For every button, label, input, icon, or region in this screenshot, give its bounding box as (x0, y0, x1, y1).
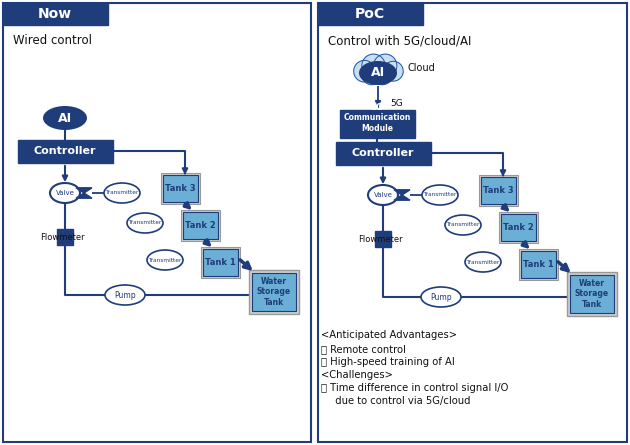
Bar (318, 3, 423, 25)
Text: Transmitter: Transmitter (446, 222, 479, 227)
Bar (521, 251, 556, 278)
Text: 5G: 5G (390, 98, 403, 108)
Bar (318, 3, 627, 442)
Text: <Challenges>: <Challenges> (321, 370, 393, 380)
Ellipse shape (359, 61, 397, 85)
Bar (479, 175, 518, 206)
Text: Valve: Valve (374, 192, 392, 198)
Bar (375, 231, 391, 247)
Ellipse shape (465, 252, 501, 272)
Bar (57, 229, 73, 245)
Text: Transmitter: Transmitter (423, 193, 457, 198)
Text: ・ Remote control: ・ Remote control (321, 344, 406, 354)
Text: Valve: Valve (55, 190, 74, 196)
Text: Flowmeter: Flowmeter (40, 232, 84, 242)
Ellipse shape (104, 183, 140, 203)
Bar (201, 247, 240, 278)
Text: ・ High-speed training of AI: ・ High-speed training of AI (321, 357, 455, 367)
Bar (161, 173, 200, 204)
Bar (18, 140, 113, 163)
Bar (340, 110, 415, 138)
Text: Pump: Pump (114, 291, 136, 299)
Bar (163, 175, 198, 202)
Text: AI: AI (58, 112, 72, 125)
Polygon shape (394, 190, 410, 195)
Ellipse shape (105, 285, 145, 305)
Polygon shape (394, 195, 410, 200)
Circle shape (362, 65, 382, 85)
Text: Tank 2: Tank 2 (503, 223, 534, 232)
Text: Tank 3: Tank 3 (483, 186, 514, 195)
Circle shape (353, 61, 375, 82)
Polygon shape (76, 188, 92, 193)
Bar (3, 3, 311, 442)
Bar (252, 273, 296, 311)
Bar (567, 272, 617, 316)
Bar (519, 249, 558, 280)
Text: Transmitter: Transmitter (148, 258, 181, 263)
Ellipse shape (368, 185, 398, 205)
Text: Water
Storage
Tank: Water Storage Tank (575, 279, 609, 309)
Text: Pump: Pump (430, 292, 452, 302)
Circle shape (362, 54, 385, 77)
Text: Wired control: Wired control (13, 34, 92, 47)
Text: Transmitter: Transmitter (105, 190, 139, 195)
Bar (181, 210, 220, 241)
Bar (336, 142, 431, 165)
Text: Water
Storage
Tank: Water Storage Tank (257, 277, 291, 307)
Text: due to control via 5G/cloud: due to control via 5G/cloud (329, 396, 471, 406)
Text: Tank 1: Tank 1 (523, 260, 554, 269)
Text: Now: Now (38, 7, 72, 21)
Bar (203, 249, 238, 276)
Text: 5G
Communication
Module: 5G Communication Module (343, 103, 411, 133)
Text: Cloud: Cloud (408, 63, 436, 73)
Ellipse shape (43, 106, 87, 130)
Circle shape (372, 65, 392, 85)
Ellipse shape (422, 185, 458, 205)
Polygon shape (76, 193, 92, 198)
Text: Control with 5G/cloud/AI: Control with 5G/cloud/AI (328, 34, 471, 47)
Text: Flowmeter: Flowmeter (358, 235, 403, 243)
Circle shape (384, 61, 403, 81)
Ellipse shape (445, 215, 481, 235)
Bar (183, 212, 218, 239)
Text: Tank 1: Tank 1 (205, 258, 236, 267)
Bar (570, 275, 614, 313)
Text: AI: AI (371, 66, 385, 80)
Bar (501, 214, 536, 241)
Text: Tank 3: Tank 3 (165, 184, 196, 193)
Text: <Anticipated Advantages>: <Anticipated Advantages> (321, 330, 457, 340)
Circle shape (374, 54, 397, 77)
Text: ・ Time difference in control signal I/O: ・ Time difference in control signal I/O (321, 383, 508, 393)
Ellipse shape (50, 183, 80, 203)
Text: Controller: Controller (34, 146, 96, 156)
Text: Transmitter: Transmitter (466, 259, 500, 264)
Text: PoC: PoC (355, 7, 385, 21)
Ellipse shape (421, 287, 461, 307)
Text: Controller: Controller (352, 148, 415, 158)
Bar (481, 177, 516, 204)
Ellipse shape (127, 213, 163, 233)
Bar (249, 270, 299, 314)
Text: Tank 2: Tank 2 (185, 221, 216, 230)
Ellipse shape (147, 250, 183, 270)
Bar (3, 3, 108, 25)
Text: Transmitter: Transmitter (129, 221, 162, 226)
Bar (499, 212, 538, 243)
